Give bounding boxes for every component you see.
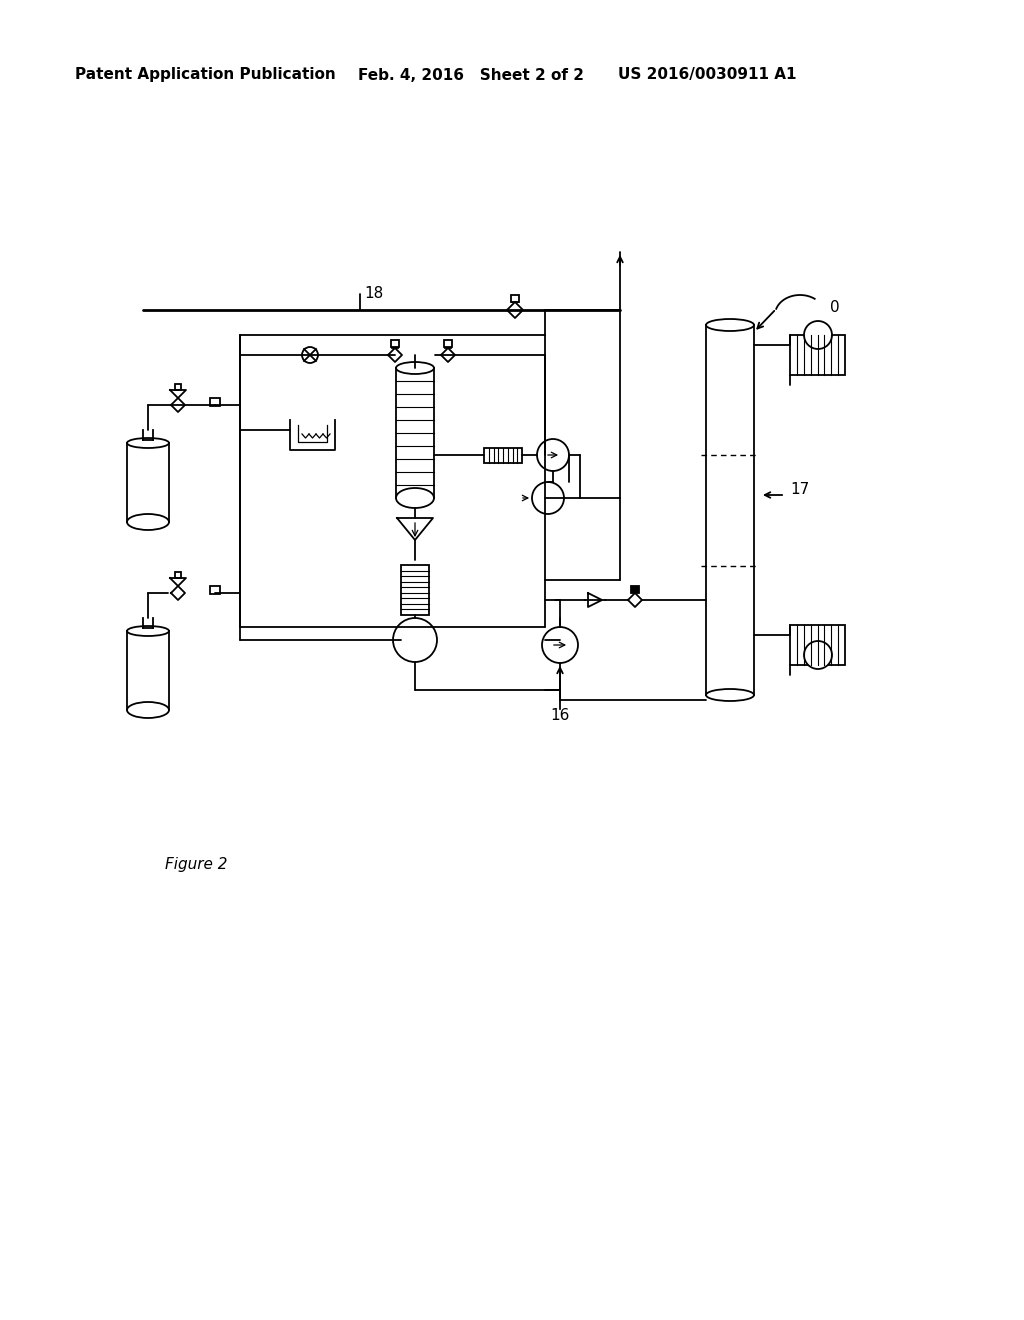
Bar — [512, 296, 518, 302]
Bar — [392, 342, 398, 348]
Circle shape — [532, 482, 564, 513]
Bar — [511, 294, 519, 302]
Circle shape — [804, 642, 831, 669]
Bar — [210, 586, 220, 594]
Bar — [401, 565, 429, 615]
Bar — [484, 447, 522, 463]
Bar — [790, 335, 845, 375]
Bar — [391, 341, 399, 347]
Ellipse shape — [706, 689, 754, 701]
Bar — [790, 624, 845, 665]
Ellipse shape — [396, 488, 434, 508]
Text: 16: 16 — [550, 708, 569, 722]
Ellipse shape — [396, 362, 434, 374]
Circle shape — [542, 627, 578, 663]
Text: 0: 0 — [830, 301, 840, 315]
Bar — [444, 341, 452, 347]
Ellipse shape — [127, 513, 169, 531]
Circle shape — [537, 440, 569, 471]
Bar — [631, 586, 639, 593]
Circle shape — [804, 321, 831, 348]
Ellipse shape — [127, 626, 169, 636]
Ellipse shape — [127, 438, 169, 447]
Bar — [445, 342, 451, 348]
Text: 17: 17 — [790, 483, 809, 498]
Bar — [210, 399, 220, 407]
Text: US 2016/0030911 A1: US 2016/0030911 A1 — [618, 67, 797, 82]
Bar — [175, 572, 181, 578]
Ellipse shape — [706, 319, 754, 331]
Ellipse shape — [127, 702, 169, 718]
Text: Figure 2: Figure 2 — [165, 858, 227, 873]
Circle shape — [302, 347, 318, 363]
Text: 18: 18 — [364, 286, 383, 301]
Circle shape — [393, 618, 437, 663]
Bar — [175, 384, 181, 389]
Text: Feb. 4, 2016   Sheet 2 of 2: Feb. 4, 2016 Sheet 2 of 2 — [358, 67, 584, 82]
Text: Patent Application Publication: Patent Application Publication — [75, 67, 336, 82]
